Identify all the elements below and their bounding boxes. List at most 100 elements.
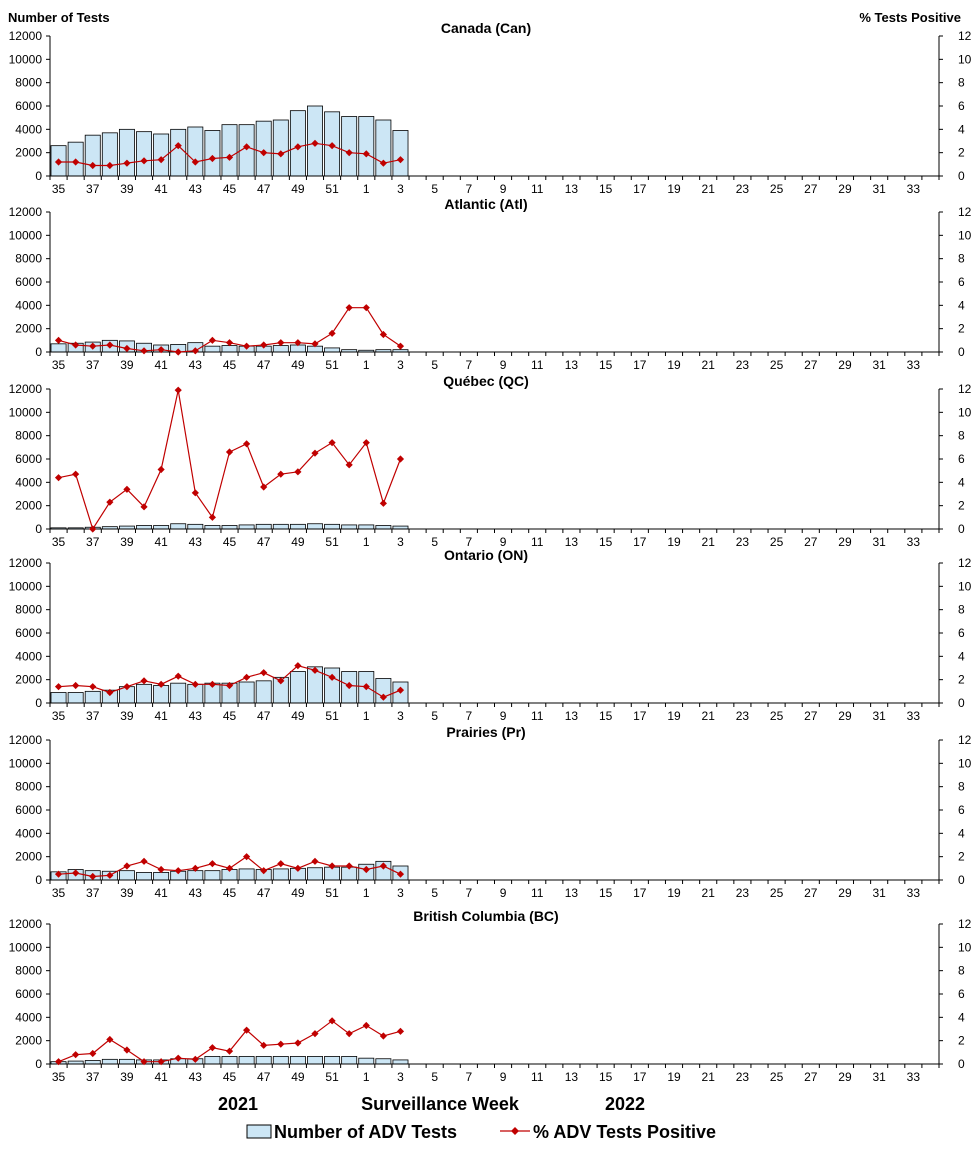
series-point xyxy=(72,681,80,690)
series-point xyxy=(328,439,336,447)
series-point xyxy=(54,870,63,878)
y-tick-label-right: 8 xyxy=(958,252,965,266)
y-tick-label-right: 12 xyxy=(958,556,972,570)
series-line xyxy=(58,390,402,531)
series-point xyxy=(140,857,148,865)
x-tick-label: 1 xyxy=(363,358,370,372)
panel-title: Prairies (Pr) xyxy=(446,724,525,740)
y-tick-label-right: 8 xyxy=(958,76,965,90)
x-tick-label: 31 xyxy=(872,358,886,372)
x-tick-label: 45 xyxy=(223,709,237,723)
legend-line-label: % ADV Tests Positive xyxy=(533,1122,716,1142)
series-point xyxy=(328,142,336,150)
right-axis-title: % Tests Positive xyxy=(859,10,961,25)
series-point xyxy=(345,1030,353,1038)
bar xyxy=(255,523,272,530)
series-point xyxy=(106,341,114,349)
y-tick-label-right: 4 xyxy=(958,826,965,840)
bar xyxy=(118,870,135,881)
series-point xyxy=(140,503,148,511)
y-tick-label-left: 12000 xyxy=(9,733,43,747)
x-tick-label: 1 xyxy=(363,1070,370,1084)
x-tick-label: 15 xyxy=(599,358,613,372)
series-point xyxy=(294,468,302,476)
bar xyxy=(187,523,204,530)
series-point xyxy=(294,339,302,347)
bar xyxy=(221,345,238,353)
x-tick-label: 45 xyxy=(223,1070,237,1084)
x-tick-label: 49 xyxy=(291,182,305,196)
y-tick-label-left: 4000 xyxy=(15,475,42,489)
y-tick-label-right: 2 xyxy=(958,673,965,687)
x-tick-label: 25 xyxy=(770,358,784,372)
x-tick-label: 13 xyxy=(565,535,579,549)
series-point xyxy=(191,864,199,872)
y-tick-label-right: 4 xyxy=(958,298,965,312)
y-tick-label-right: 10 xyxy=(958,405,972,419)
y-tick-label-right: 6 xyxy=(958,803,965,817)
series-point xyxy=(106,688,114,697)
y-tick-label-left: 2000 xyxy=(15,146,42,160)
x-tick-label: 21 xyxy=(702,535,716,549)
x-tick-label: 39 xyxy=(120,358,134,372)
x-tick-label: 27 xyxy=(804,535,818,549)
y-tick-label-left: 0 xyxy=(35,873,42,887)
x-tick-label: 19 xyxy=(667,709,681,723)
x-tick-label: 11 xyxy=(531,358,544,372)
series-point xyxy=(54,336,63,344)
series-point xyxy=(123,344,131,353)
x-tick-label: 49 xyxy=(291,535,305,549)
x-tick-label: 3 xyxy=(397,886,404,900)
series-point xyxy=(225,864,234,872)
y-tick-label-right: 8 xyxy=(958,964,965,978)
x-tick-label: 35 xyxy=(52,535,66,549)
bar xyxy=(221,124,238,177)
x-tick-label: 3 xyxy=(397,709,404,723)
x-tick-label: 25 xyxy=(770,535,784,549)
series-point xyxy=(260,341,268,349)
y-tick-label-left: 0 xyxy=(35,345,42,359)
x-tick-label: 13 xyxy=(565,886,579,900)
series-point xyxy=(208,680,217,688)
x-tick-label: 33 xyxy=(907,358,921,372)
x-tick-label: 37 xyxy=(86,182,100,196)
chart-panels: Canada (Can)0200040006000800010000120000… xyxy=(9,20,972,1084)
series-point xyxy=(311,857,319,865)
series-point xyxy=(157,346,165,354)
series-point xyxy=(54,158,63,166)
x-tick-label: 49 xyxy=(291,1070,305,1084)
x-tick-label: 35 xyxy=(52,1070,66,1084)
x-tick-label: 11 xyxy=(531,709,544,723)
series-point xyxy=(396,686,405,694)
bar xyxy=(204,130,221,177)
bar xyxy=(84,690,101,704)
x-tick-label: 37 xyxy=(86,1070,100,1084)
series-point xyxy=(379,862,387,870)
bar xyxy=(204,525,221,530)
series-point xyxy=(225,153,234,161)
bar xyxy=(67,692,84,704)
y-tick-label-right: 0 xyxy=(958,696,965,710)
series-point xyxy=(54,683,63,691)
series-point xyxy=(311,139,319,147)
x-tick-label: 45 xyxy=(223,182,237,196)
x-tick-label: 37 xyxy=(86,358,100,372)
bar xyxy=(187,126,204,177)
y-tick-label-right: 0 xyxy=(958,873,965,887)
series-point xyxy=(123,683,131,691)
y-tick-label-right: 2 xyxy=(958,146,965,160)
y-tick-label-left: 10000 xyxy=(9,756,43,770)
series-point xyxy=(260,483,268,491)
bar xyxy=(255,120,272,177)
x-tick-label: 11 xyxy=(531,886,544,900)
series-point xyxy=(379,159,387,167)
x-tick-label: 5 xyxy=(431,182,438,196)
y-tick-label-right: 12 xyxy=(958,382,972,396)
x-tick-label: 33 xyxy=(907,535,921,549)
series-point xyxy=(345,681,353,690)
y-tick-label-left: 0 xyxy=(35,1057,42,1071)
bar xyxy=(153,685,170,704)
bar xyxy=(324,1056,341,1065)
bar xyxy=(375,119,392,177)
bar xyxy=(341,116,358,177)
